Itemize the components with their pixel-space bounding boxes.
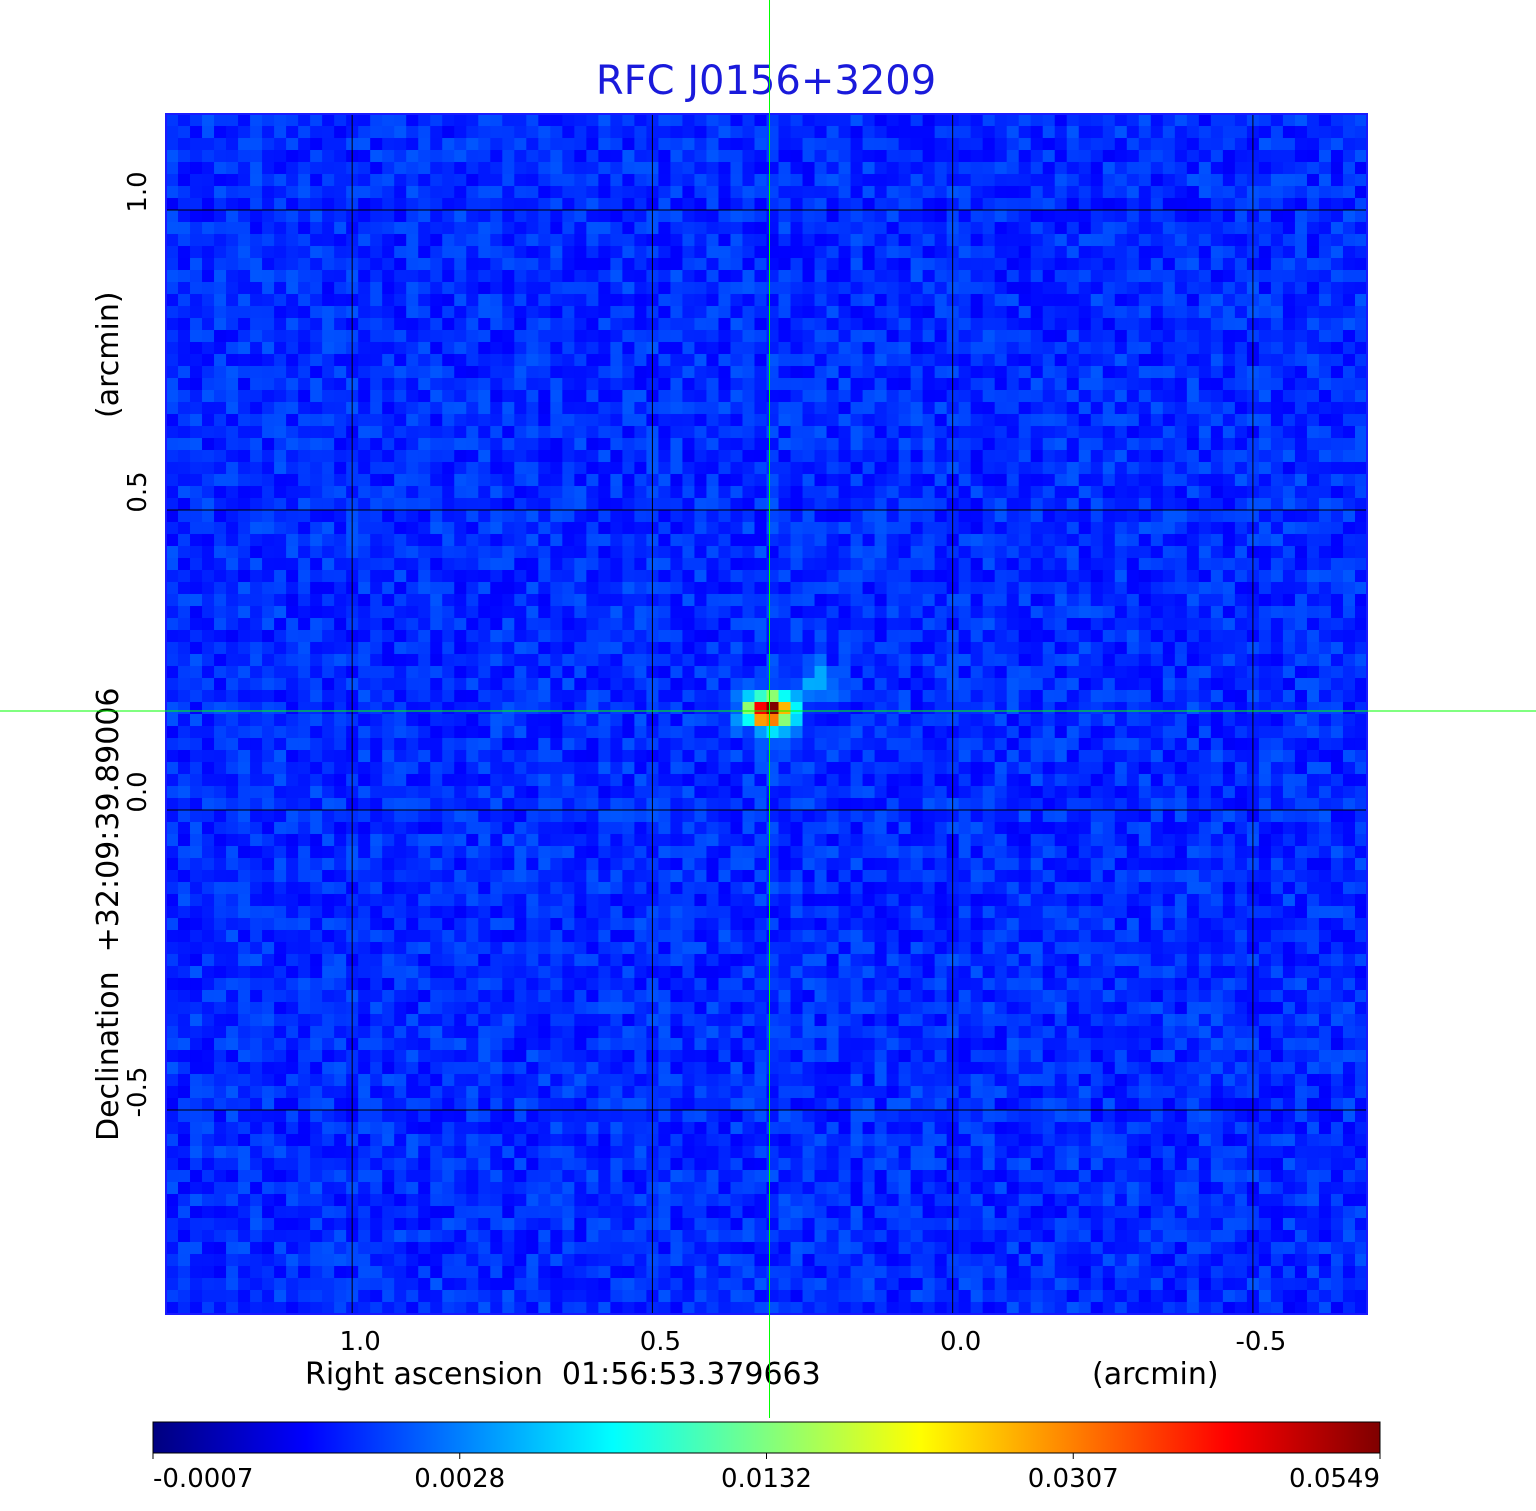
y-axis-unit: (arcmin) [91, 291, 126, 418]
y-tick-label: 0.0 [123, 771, 153, 812]
y-axis-label: Declination +32:09:39.89006 [91, 687, 126, 1141]
x-tick-label: 0.0 [940, 1327, 981, 1357]
chart-title: RFC J0156+3209 [596, 58, 936, 104]
x-axis-unit: (arcmin) [1092, 1357, 1219, 1392]
y-tick-label: 1.0 [123, 171, 153, 212]
y-tick-label: -0.5 [123, 1067, 153, 1118]
image-pixels [166, 114, 1368, 1315]
colorbar-tick-label: 0.0549 [1289, 1464, 1380, 1494]
colorbar-tick-labels: -0.0007 0.0028 0.0132 0.0307 0.0549 [152, 1453, 1381, 1494]
grid-lines [166, 114, 1367, 1314]
y-tick-labels: 1.0 0.5 0.0 -0.5 [123, 171, 153, 1117]
colorbar-tick-label: 0.0132 [721, 1464, 812, 1494]
x-axis-label: Right ascension 01:56:53.379663 [305, 1357, 821, 1392]
x-tick-label: -0.5 [1236, 1327, 1287, 1357]
colorbar-tick-label: -0.0007 [153, 1464, 253, 1494]
x-tick-label: 0.5 [640, 1327, 681, 1357]
x-tick-label: 1.0 [339, 1327, 380, 1357]
crosshair [0, 0, 1536, 1418]
x-tick-labels: 1.0 0.5 0.0 -0.5 [339, 1327, 1286, 1357]
plot-frame [165, 113, 1368, 1315]
colorbar-tick-label: 0.0028 [414, 1464, 505, 1494]
colorbar-tick-label: 0.0307 [1028, 1464, 1119, 1494]
y-tick-label: 0.5 [123, 471, 153, 512]
colorbar [152, 1421, 1381, 1454]
